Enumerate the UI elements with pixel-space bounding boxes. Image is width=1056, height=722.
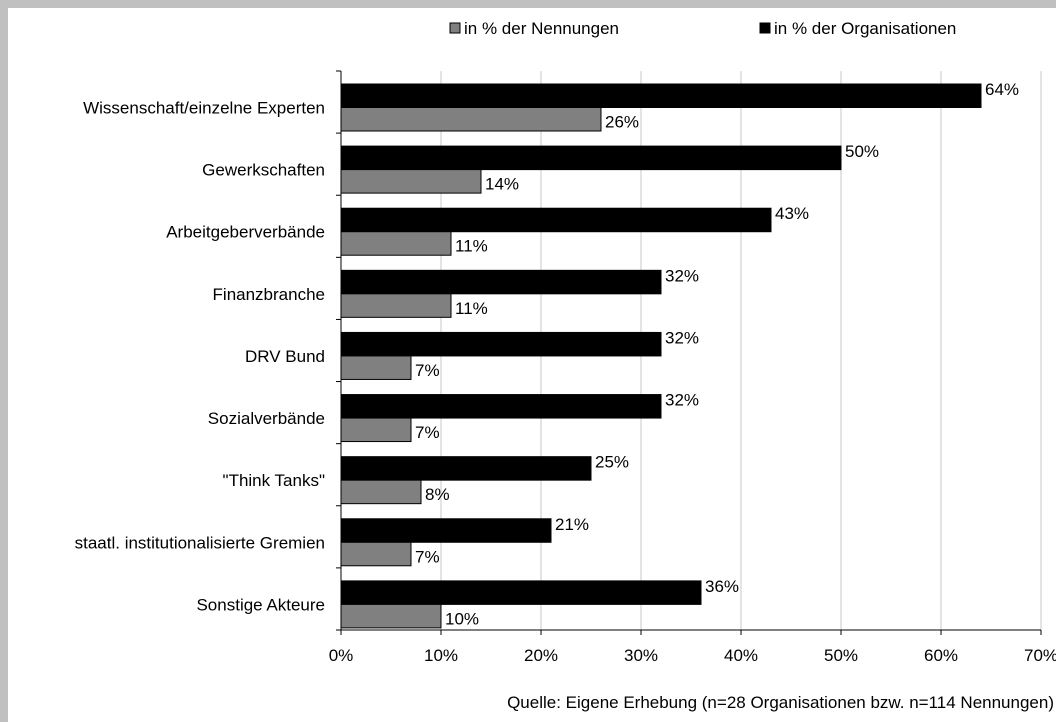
bar-organisationen (340, 207, 772, 233)
category-label: Wissenschaft/einzelne Experten (83, 99, 325, 118)
bar-organisationen (340, 580, 702, 605)
bar-organisationen (340, 394, 662, 419)
bar-nennungen (340, 169, 482, 194)
category-labels: Wissenschaft/einzelne Experten Gewerkscha… (75, 99, 325, 615)
data-label-nennungen: 11% (455, 299, 488, 318)
bar-nennungen (340, 107, 602, 132)
bar-nennungen (340, 355, 412, 380)
bar-organisationen (340, 83, 982, 108)
bar-nennungen (340, 603, 442, 629)
data-label-organisationen: 36% (705, 577, 739, 596)
x-tick-label: 20% (524, 646, 558, 665)
legend: in % der Nennungen in % der Organisatione… (449, 19, 956, 38)
data-label-organisationen: 50% (845, 142, 879, 161)
legend-label: in % der Organisationen (774, 19, 956, 38)
x-tick-label: 10% (424, 646, 458, 665)
x-tick-label: 30% (624, 646, 658, 665)
legend-label: in % der Nennungen (464, 19, 619, 38)
data-label-organisationen: 43% (775, 204, 809, 223)
category-label: Sozialverbände (208, 409, 325, 428)
chart-frame: in % der Nennungen in % der Organisatione… (8, 8, 1056, 722)
bar-nennungen (340, 231, 452, 256)
x-tick-label: 40% (724, 646, 758, 665)
data-label-nennungen: 14% (485, 175, 519, 194)
legend-swatch (759, 22, 771, 34)
category-label: Finanzbranche (213, 285, 325, 304)
x-tick-label: 0% (329, 646, 354, 665)
category-label: "Think Tanks" (223, 471, 325, 490)
x-tick-label: 60% (924, 646, 958, 665)
bar-nennungen (340, 417, 412, 443)
data-label-nennungen: 8% (425, 485, 450, 504)
bar-nennungen (340, 293, 452, 318)
data-label-nennungen: 7% (415, 361, 440, 380)
bar-nennungen (340, 479, 422, 505)
data-label-organisationen: 32% (665, 328, 699, 347)
category-label: Sonstige Akteure (196, 595, 325, 614)
data-label-organisationen: 25% (595, 453, 629, 472)
bar-organisationen (340, 456, 592, 481)
x-tick-label: 70% (1024, 646, 1056, 665)
bar-chart: in % der Nennungen in % der Organisatione… (75, 19, 1056, 712)
bars (340, 83, 982, 629)
category-label: staatl. institutionalisierte Gremien (75, 533, 325, 552)
bar-organisationen (340, 518, 552, 543)
data-label-nennungen: 10% (445, 609, 479, 628)
data-label-nennungen: 7% (415, 547, 440, 566)
data-label-nennungen: 11% (455, 237, 488, 256)
data-label-nennungen: 26% (605, 113, 639, 132)
data-label-organisationen: 32% (665, 391, 699, 410)
tick-labels: 0% 10% 20% 30% 40% 50% 60% 70% (329, 646, 1056, 665)
category-label: DRV Bund (245, 347, 325, 366)
data-label-organisationen: 21% (555, 515, 589, 534)
legend-swatch (449, 22, 461, 34)
source-note: Quelle: Eigene Erhebung (n=28 Organisati… (507, 693, 1054, 712)
data-label-nennungen: 7% (415, 423, 440, 442)
bar-organisationen (340, 145, 842, 171)
axes (336, 70, 1042, 635)
bar-nennungen (340, 541, 412, 567)
category-label: Gewerkschaften (202, 161, 325, 180)
category-label: Arbeitgeberverbände (166, 223, 325, 242)
data-labels: 64% 26% 50% 14% 43% 11% 32% 11% 32% 7% 32% 7% 25% 8% 2… (415, 80, 1019, 628)
data-label-organisationen: 32% (665, 266, 699, 285)
data-label-organisationen: 64% (985, 80, 1019, 99)
x-tick-label: 50% (824, 646, 858, 665)
bar-organisationen (340, 331, 662, 357)
bar-organisationen (340, 269, 662, 295)
